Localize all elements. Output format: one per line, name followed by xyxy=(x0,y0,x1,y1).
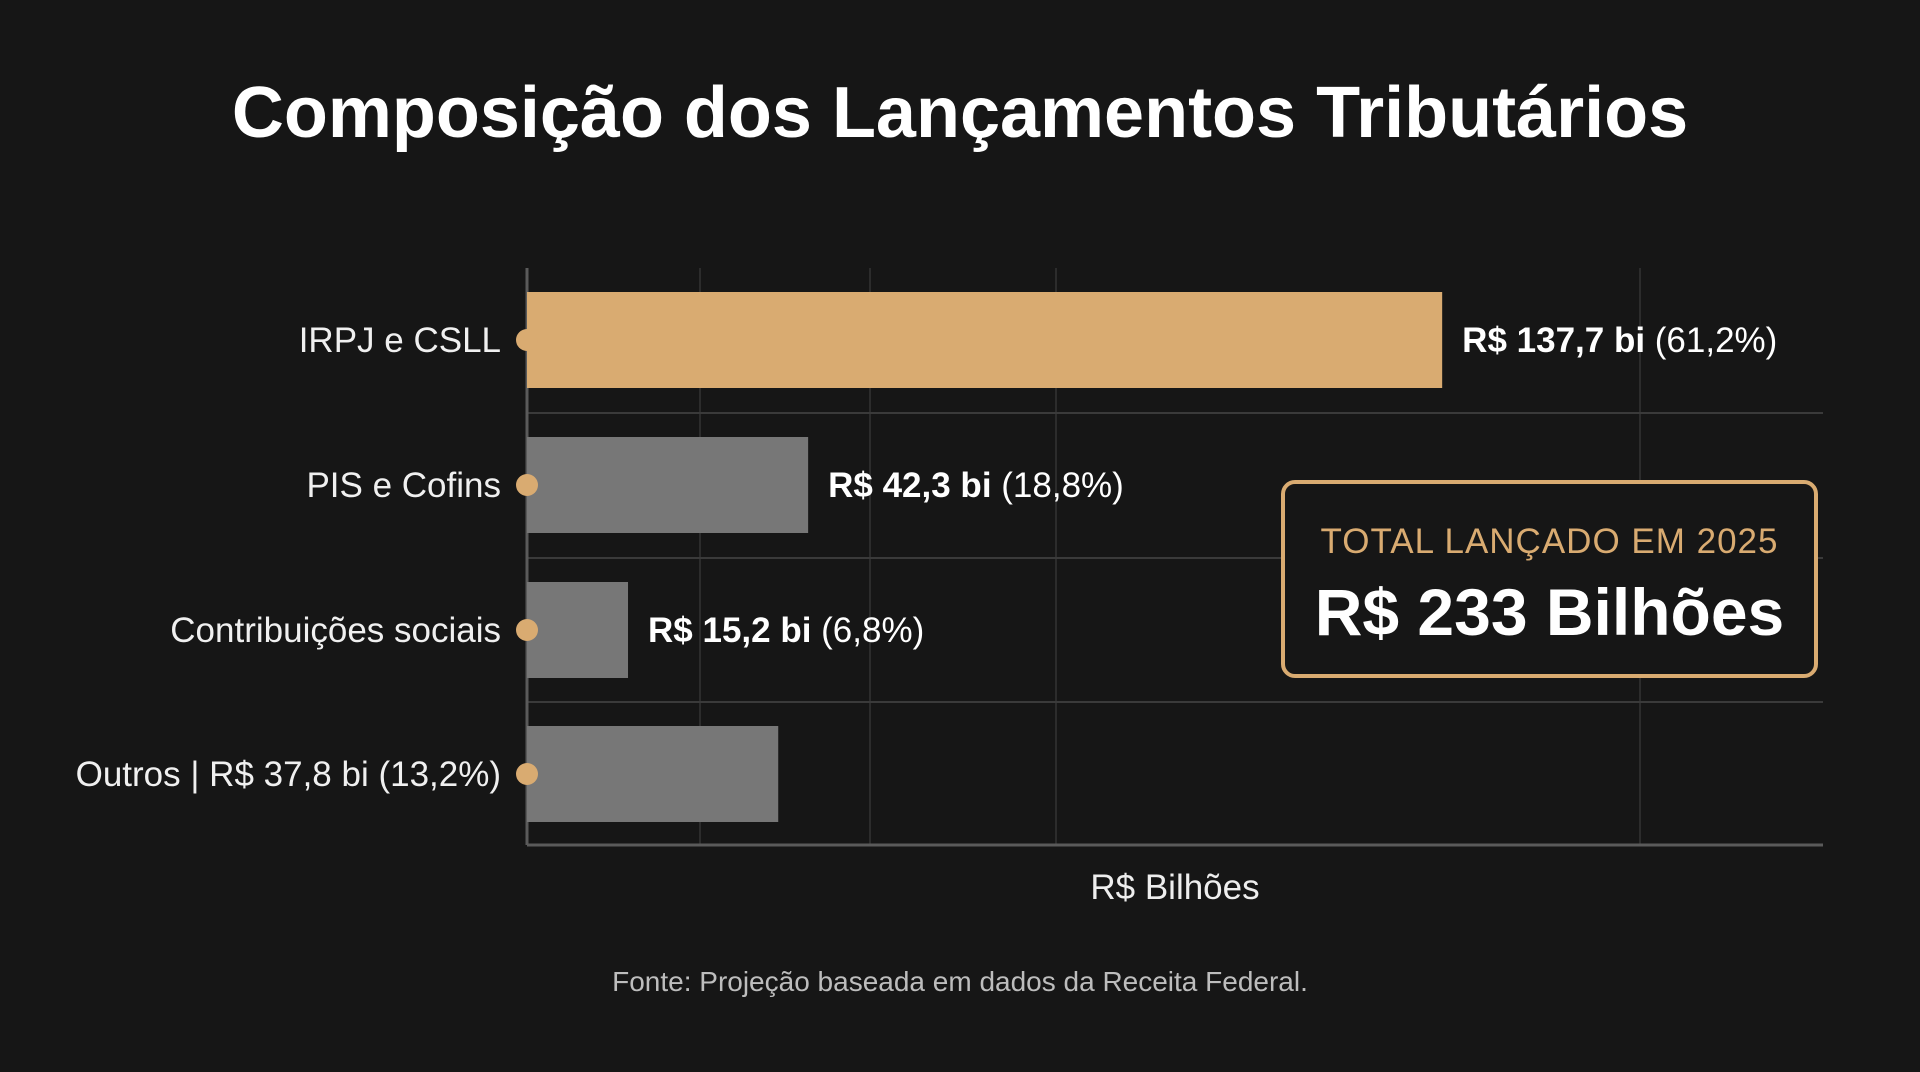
bar xyxy=(527,726,779,822)
data-label-amount: R$ 137,7 bi xyxy=(1462,321,1655,360)
category-marker xyxy=(516,619,538,641)
bar xyxy=(527,582,629,678)
source-note: Fonte: Projeção baseada em dados da Rece… xyxy=(612,966,1308,997)
data-label-share: (18,8%) xyxy=(1001,466,1124,505)
total-callout: TOTAL LANÇADO EM 2025 R$ 233 Bilhões xyxy=(1281,480,1818,678)
category-marker xyxy=(516,329,538,351)
data-label-amount: R$ 15,2 bi xyxy=(648,611,821,650)
total-caption: TOTAL LANÇADO EM 2025 xyxy=(1320,522,1779,561)
x-axis-label: R$ Bilhões xyxy=(1090,868,1260,907)
category-label: Contribuições sociais xyxy=(170,611,501,650)
data-label-amount: R$ 42,3 bi xyxy=(828,466,1001,505)
data-label-share: (61,2%) xyxy=(1655,321,1778,360)
data-label: R$ 137,7 bi (61,2%) xyxy=(1462,321,1777,360)
bar xyxy=(527,292,1443,388)
category-label: PIS e Cofins xyxy=(306,466,501,505)
category-marker xyxy=(516,474,538,496)
bar xyxy=(527,437,809,533)
data-label: R$ 42,3 bi (18,8%) xyxy=(828,466,1124,505)
category-marker xyxy=(516,763,538,785)
data-label-share: (6,8%) xyxy=(821,611,924,650)
total-value: R$ 233 Bilhões xyxy=(1314,575,1785,649)
chart-title: Composição dos Lançamentos Tributários xyxy=(231,73,1689,153)
category-label: IRPJ e CSLL xyxy=(299,321,501,360)
data-label: R$ 15,2 bi (6,8%) xyxy=(648,611,924,650)
category-label: Outros | R$ 37,8 bi (13,2%) xyxy=(76,755,501,794)
